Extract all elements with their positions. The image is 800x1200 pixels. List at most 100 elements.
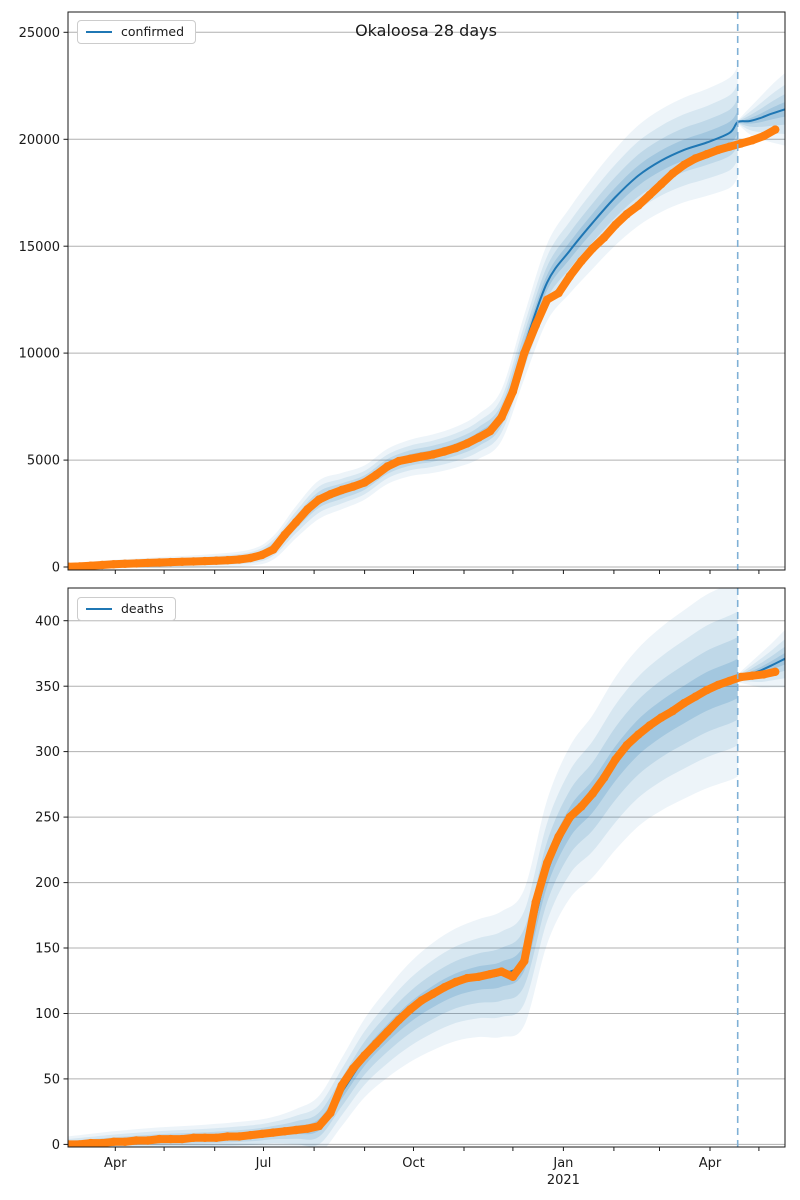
observed-point	[68, 1140, 73, 1147]
observed-point	[497, 413, 506, 422]
x-tick-label: Apr	[699, 1156, 722, 1171]
x-tick-label: Jul	[255, 1156, 272, 1171]
confirmed-observed-markers	[68, 125, 780, 570]
observed-point	[599, 233, 609, 242]
observed-point	[691, 692, 700, 701]
deaths-plot-area	[68, 588, 785, 1147]
observed-point	[132, 1136, 141, 1145]
y-tick-label: 15000	[19, 240, 60, 255]
legend-deaths: deaths	[77, 597, 176, 621]
observed-point	[98, 1138, 107, 1147]
observed-point	[360, 1051, 369, 1060]
observed-point	[657, 180, 666, 189]
deaths-uncertainty-band	[68, 588, 738, 1147]
legend-confirmed: confirmed	[77, 20, 197, 44]
deaths-y-axis: 0 50 100 150 200 250 300 350 400	[35, 614, 68, 1153]
observed-point	[451, 443, 460, 453]
y-tick-label: 250	[35, 811, 60, 826]
deaths-x-ticks	[114, 1147, 760, 1151]
observed-point	[280, 1127, 289, 1136]
observed-point	[428, 450, 438, 459]
observed-point	[86, 1138, 95, 1147]
observed-point	[474, 433, 483, 442]
confirmed-uncertainty-band	[68, 66, 738, 570]
observed-point	[554, 832, 563, 841]
observed-point	[75, 562, 84, 570]
observed-point	[212, 556, 221, 565]
chart-deaths-panel: 0 50 100 150 200 250 300 350 400 Apr Jul Oct Jan Apr 2…	[35, 587, 786, 1188]
observed-point	[406, 1005, 415, 1014]
observed-point	[577, 802, 586, 811]
confirmed-forecast-band	[737, 94, 785, 127]
observed-point	[177, 557, 187, 566]
observed-point	[485, 427, 495, 436]
observed-point	[246, 1131, 255, 1140]
observed-point	[143, 558, 152, 568]
observed-point	[326, 490, 335, 499]
observed-point	[531, 898, 540, 907]
figure-title: Okaloosa 28 days	[355, 21, 497, 40]
legend-confirmed-label: confirmed	[121, 24, 185, 39]
observed-point	[223, 1132, 232, 1141]
observed-point	[257, 1129, 267, 1139]
observed-point	[679, 699, 689, 708]
confirmed-uncertainty-band	[68, 111, 738, 568]
observed-point	[440, 447, 449, 456]
observed-point	[759, 670, 768, 679]
y-tick-label: 200	[35, 876, 60, 891]
observed-point	[349, 1064, 358, 1073]
deaths-uncertainty-band	[68, 637, 738, 1147]
observed-point	[234, 555, 244, 564]
confirmed-forecast-band	[737, 102, 785, 124]
deaths-gridlines	[68, 620, 785, 1145]
observed-point	[657, 713, 666, 722]
observed-point	[417, 996, 426, 1005]
observed-point	[645, 721, 654, 730]
year-label: 2021	[547, 1173, 580, 1188]
y-tick-label: 0	[52, 561, 60, 576]
observed-point	[223, 556, 232, 565]
observed-point	[611, 755, 620, 764]
observed-point	[166, 557, 175, 567]
deaths-line-swatch	[86, 607, 112, 610]
observed-point	[645, 190, 654, 200]
observed-point	[725, 142, 734, 151]
observed-point	[520, 348, 529, 358]
confirmed-uncertainty-band	[68, 98, 738, 568]
observed-point	[679, 160, 689, 170]
observed-point	[588, 244, 597, 253]
observed-point	[246, 553, 255, 563]
observed-point	[68, 562, 73, 570]
observed-point	[451, 977, 460, 987]
observed-point	[668, 706, 677, 716]
confirmed-spines	[67, 11, 786, 571]
observed-point	[622, 209, 632, 219]
observed-point	[109, 560, 118, 569]
y-tick-label: 350	[35, 680, 60, 695]
y-tick-label: 20000	[19, 133, 60, 148]
x-tick-label: Oct	[402, 1156, 424, 1171]
observed-point	[337, 1081, 346, 1090]
observed-point	[371, 470, 381, 480]
observed-point	[599, 773, 609, 782]
deaths-spines	[67, 587, 786, 1148]
observed-point	[736, 139, 746, 148]
observed-point	[143, 1136, 152, 1145]
observed-point	[98, 560, 107, 570]
observed-point	[463, 973, 472, 983]
x-tick-label: Apr	[104, 1156, 127, 1171]
observed-point	[497, 967, 506, 976]
y-tick-label: 300	[35, 745, 60, 760]
y-tick-label: 25000	[19, 26, 60, 41]
confirmed-line-swatch	[86, 30, 112, 33]
observed-point	[725, 676, 734, 686]
observed-point	[520, 956, 529, 966]
observed-point	[383, 462, 392, 471]
observed-point	[314, 495, 324, 504]
observed-point	[109, 1137, 118, 1147]
observed-point	[759, 131, 768, 141]
observed-point	[417, 452, 426, 461]
x-tick-label: Jan	[552, 1156, 573, 1171]
